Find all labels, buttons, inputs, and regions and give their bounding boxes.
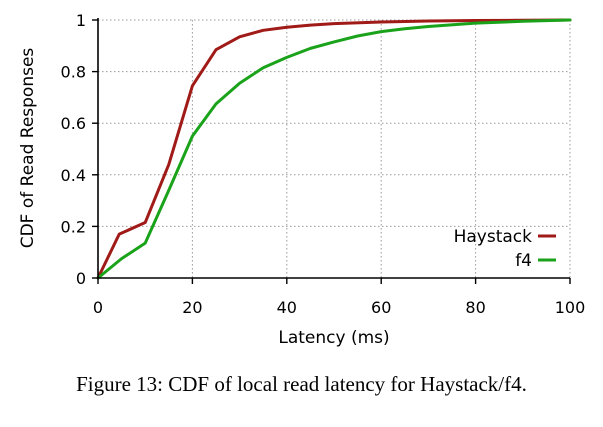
series-line-haystack bbox=[96, 18, 572, 280]
y-tick-label: 1 bbox=[76, 11, 86, 30]
y-tick-labels: 0 0.2 0.4 0.6 0.8 1 bbox=[61, 11, 86, 288]
y-tick-label: 0.2 bbox=[61, 217, 86, 236]
legend-label-f4: f4 bbox=[515, 251, 532, 271]
series-line-f4 bbox=[96, 18, 572, 280]
y-tick-label: 0.4 bbox=[61, 166, 86, 185]
y-axis-label: CDF of Read Responses bbox=[18, 48, 38, 249]
plot-series bbox=[96, 18, 572, 280]
plot-axes bbox=[92, 18, 571, 284]
y-tick-label: 0 bbox=[76, 269, 86, 288]
x-tick-labels: 0 20 40 60 80 100 bbox=[93, 298, 585, 317]
y-tick-label: 0.6 bbox=[61, 114, 86, 133]
x-tick-label: 80 bbox=[465, 298, 485, 317]
x-tick-label: 100 bbox=[555, 298, 586, 317]
legend-label-haystack: Haystack bbox=[454, 227, 533, 247]
figure-caption: Figure 13: CDF of local read latency for… bbox=[76, 372, 527, 396]
x-tick-label: 0 bbox=[93, 298, 103, 317]
x-axis-label: Latency (ms) bbox=[278, 328, 389, 348]
grid-lines bbox=[98, 19, 571, 278]
latency-cdf-chart: 0 20 40 60 80 100 0 0.2 0.4 0.6 0.8 1 Latency (ms)… bbox=[18, 11, 585, 348]
x-tick-label: 20 bbox=[182, 298, 202, 317]
x-tick-label: 40 bbox=[277, 298, 297, 317]
x-tick-label: 60 bbox=[371, 298, 391, 317]
legend: Haystack f4 bbox=[454, 227, 556, 271]
y-tick-label: 0.8 bbox=[61, 63, 86, 82]
